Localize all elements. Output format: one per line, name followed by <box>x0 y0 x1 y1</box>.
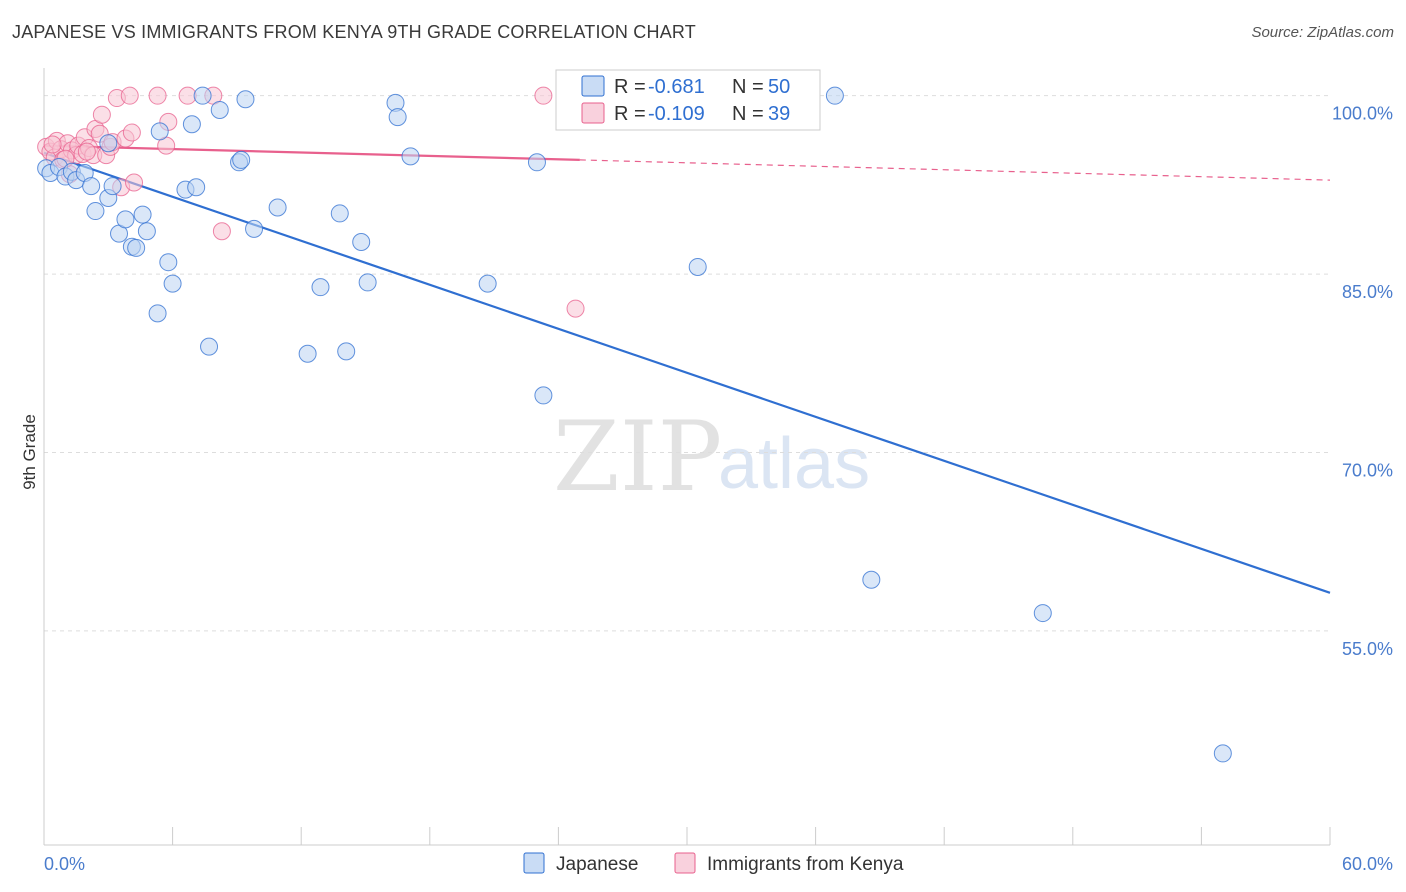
japanese-point-30 <box>245 219 264 238</box>
japanese-point-45 <box>825 86 844 105</box>
kenya-point-17 <box>92 105 111 124</box>
kenya-trend-line <box>43 144 580 162</box>
japanese-point-29 <box>236 90 255 109</box>
japanese-point-14 <box>127 238 146 257</box>
bottom-legend-label-japanese: Japanese <box>556 854 638 875</box>
legend-n-label-kenya: N = <box>732 103 764 125</box>
chart-title: JAPANESE VS IMMIGRANTS FROM KENYA 9TH GR… <box>12 22 696 42</box>
kenya-point-26 <box>125 173 144 192</box>
bottom-legend-swatch-japanese <box>523 852 545 874</box>
japanese-point-34 <box>330 204 349 223</box>
japanese-trend-line <box>43 151 1331 594</box>
japanese-point-10 <box>103 177 122 196</box>
kenya-point-35 <box>566 299 585 318</box>
legend-r-value-kenya: -0.109 <box>648 103 705 125</box>
japanese-point-8 <box>86 202 105 221</box>
japanese-point-20 <box>163 274 182 293</box>
japanese-point-28 <box>232 150 251 169</box>
y-tick-label-1: 70.0% <box>1342 461 1393 481</box>
watermark-atlas: atlas <box>718 424 870 504</box>
axes <box>43 68 1331 846</box>
japanese-point-37 <box>358 273 377 292</box>
japanese-point-31 <box>268 198 287 217</box>
japanese-point-47 <box>1033 604 1052 623</box>
stats-legend: R = -0.681 N = 50 R = -0.109 N = 39 <box>555 69 821 131</box>
japanese-point-46 <box>862 570 881 589</box>
japanese-point-44 <box>688 257 707 276</box>
japanese-point-32 <box>298 344 317 363</box>
bottom-legend-swatch-kenya <box>674 852 696 874</box>
tick-labels: 55.0% 70.0% 85.0% 100.0% 0.0% 60.0% <box>44 104 1393 874</box>
y-tick-label-0: 55.0% <box>1342 639 1393 659</box>
japanese-point-23 <box>187 178 206 197</box>
watermark-zip: ZIP <box>553 401 722 513</box>
japanese-point-42 <box>527 153 546 172</box>
legend-swatch-japanese <box>581 75 605 97</box>
bottom-legend: Japanese Immigrants from Kenya <box>523 852 904 875</box>
bottom-legend-label-kenya: Immigrants from Kenya <box>707 854 904 875</box>
japanese-point-41 <box>478 274 497 293</box>
y-tick-label-2: 85.0% <box>1342 282 1393 302</box>
legend-n-label-japanese: N = <box>732 76 764 98</box>
x-tick-label-1: 60.0% <box>1342 854 1393 874</box>
legend-r-label-kenya: R = <box>614 103 646 125</box>
gridlines <box>44 95 1330 632</box>
japanese-point-35 <box>337 342 356 361</box>
japanese-point-43 <box>534 386 553 405</box>
japanese-point-7 <box>82 177 101 196</box>
kenya-point-24 <box>120 86 139 105</box>
kenya-point-27 <box>148 86 167 105</box>
japanese-point-17 <box>148 304 167 323</box>
legend-swatch-kenya <box>581 102 605 124</box>
legend-n-value-japanese: 50 <box>768 76 790 98</box>
japanese-point-22 <box>182 115 201 134</box>
watermark: ZIP atlas <box>553 401 870 513</box>
japanese-point-39 <box>388 108 407 127</box>
kenya-point-36 <box>43 135 62 154</box>
japanese-point-12 <box>116 210 135 229</box>
kenya-trend-extension <box>579 159 1331 181</box>
japanese-point-24 <box>193 86 212 105</box>
legend-n-value-kenya: 39 <box>768 103 790 125</box>
japanese-point-15 <box>133 205 152 224</box>
japanese-point-19 <box>159 253 178 272</box>
japanese-point-36 <box>352 232 371 251</box>
source-label: Source: ZipAtlas.com <box>1251 24 1394 41</box>
japanese-point-16 <box>137 222 156 241</box>
x-tick-label-0: 0.0% <box>44 854 85 874</box>
japanese-point-40 <box>401 147 420 166</box>
trend-lines <box>43 144 1331 594</box>
kenya-point-33 <box>534 86 553 105</box>
y-axis-title: 9th Grade <box>20 414 39 490</box>
y-tick-label-3: 100.0% <box>1332 104 1393 124</box>
data-points <box>37 86 1232 763</box>
japanese-point-48 <box>1213 744 1232 763</box>
kenya-point-38 <box>77 142 96 161</box>
japanese-point-33 <box>311 278 330 297</box>
legend-r-value-japanese: -0.681 <box>648 76 705 98</box>
kenya-point-25 <box>122 123 141 142</box>
legend-r-label-japanese: R = <box>614 76 646 98</box>
japanese-point-18 <box>150 122 169 141</box>
japanese-point-26 <box>210 100 229 119</box>
japanese-point-25 <box>200 337 219 356</box>
japanese-point-49 <box>99 134 118 153</box>
kenya-point-32 <box>212 222 231 241</box>
kenya-point-30 <box>178 86 197 105</box>
